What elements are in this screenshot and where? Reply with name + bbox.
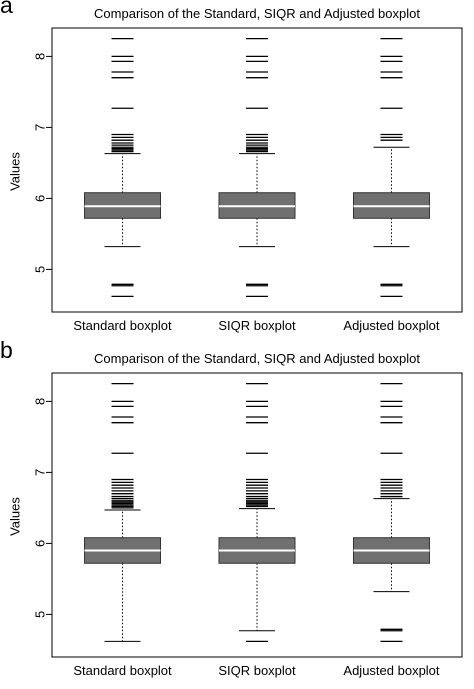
panel-label: a (0, 0, 13, 18)
y-tick-label: 5 (33, 611, 48, 618)
box-siqr-boxplot (218, 383, 296, 643)
chart-title: Comparison of the Standard, SIQR and Adj… (94, 6, 420, 21)
y-tick-label: 6 (33, 195, 48, 202)
panel-label: b (0, 337, 13, 363)
y-tick-label: 8 (33, 53, 48, 60)
boxplot-chart: 5 6 7 8 Standard boxplot SIQR boxplot Adjusted… (33, 372, 463, 678)
y-tick-label: 8 (33, 398, 48, 405)
chart-panel-b: b Comparison of the Standard, SIQR and A… (0, 339, 474, 689)
x-category-label: Adjusted boxplot (343, 318, 440, 333)
box-standard-boxplot (84, 38, 162, 298)
box-standard-boxplot (84, 383, 162, 642)
box-adjusted-boxplot (352, 383, 430, 643)
plot-frame (51, 372, 463, 658)
x-category-label: SIQR boxplot (218, 663, 296, 678)
x-category-label: Standard boxplot (73, 318, 172, 333)
y-tick-label: 7 (33, 469, 48, 476)
box-adjusted-boxplot (352, 38, 430, 298)
x-category-label: Adjusted boxplot (343, 663, 440, 678)
box-siqr-boxplot (218, 38, 296, 298)
boxplot-chart: 5 6 7 8 Standard boxplot SIQR boxplot Adjusted… (33, 27, 463, 333)
plot-frame (51, 27, 463, 313)
y-tick-label: 5 (33, 266, 48, 273)
x-category-label: SIQR boxplot (218, 318, 296, 333)
y-tick-label: 7 (33, 124, 48, 131)
chart-title: Comparison of the Standard, SIQR and Adj… (94, 351, 420, 366)
chart-panel-a: a Comparison of the Standard, SIQR and A… (0, 0, 463, 333)
x-category-label: Standard boxplot (73, 663, 172, 678)
y-tick-label: 6 (33, 540, 48, 547)
